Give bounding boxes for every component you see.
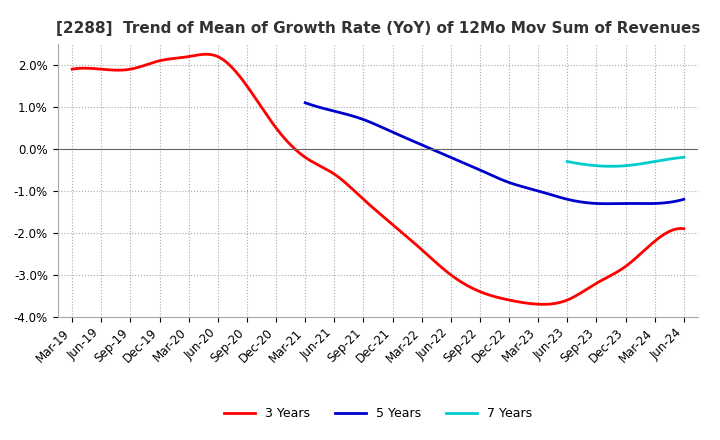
7 Years	[618, 163, 627, 169]
3 Years	[364, 200, 372, 205]
5 Years	[526, 186, 535, 191]
7 Years	[677, 155, 685, 160]
3 Years	[539, 302, 547, 307]
5 Years	[481, 169, 490, 175]
3 Years	[433, 261, 442, 267]
Legend: 3 Years, 5 Years, 7 Years: 3 Years, 5 Years, 7 Years	[218, 402, 538, 425]
3 Years	[667, 228, 676, 233]
5 Years	[612, 201, 621, 206]
3 Years	[68, 66, 76, 72]
7 Years	[607, 164, 616, 169]
5 Years	[680, 197, 688, 202]
Line: 5 Years: 5 Years	[305, 103, 684, 204]
7 Years	[680, 155, 688, 160]
3 Years	[400, 232, 409, 237]
3 Years	[359, 197, 368, 202]
5 Years	[505, 180, 514, 186]
7 Years	[619, 163, 628, 169]
5 Years	[483, 171, 492, 176]
Line: 3 Years: 3 Years	[72, 54, 684, 304]
3 Years	[572, 293, 580, 298]
7 Years	[633, 162, 642, 167]
5 Years	[602, 201, 611, 206]
Title: [2288]  Trend of Mean of Growth Rate (YoY) of 12Mo Mov Sum of Revenues: [2288] Trend of Mean of Growth Rate (YoY…	[56, 21, 700, 36]
5 Years	[671, 199, 680, 204]
3 Years	[680, 226, 688, 231]
7 Years	[563, 159, 572, 164]
3 Years	[202, 51, 210, 57]
Line: 7 Years: 7 Years	[567, 158, 684, 166]
7 Years	[626, 162, 635, 168]
5 Years	[301, 100, 310, 106]
7 Years	[659, 158, 667, 163]
